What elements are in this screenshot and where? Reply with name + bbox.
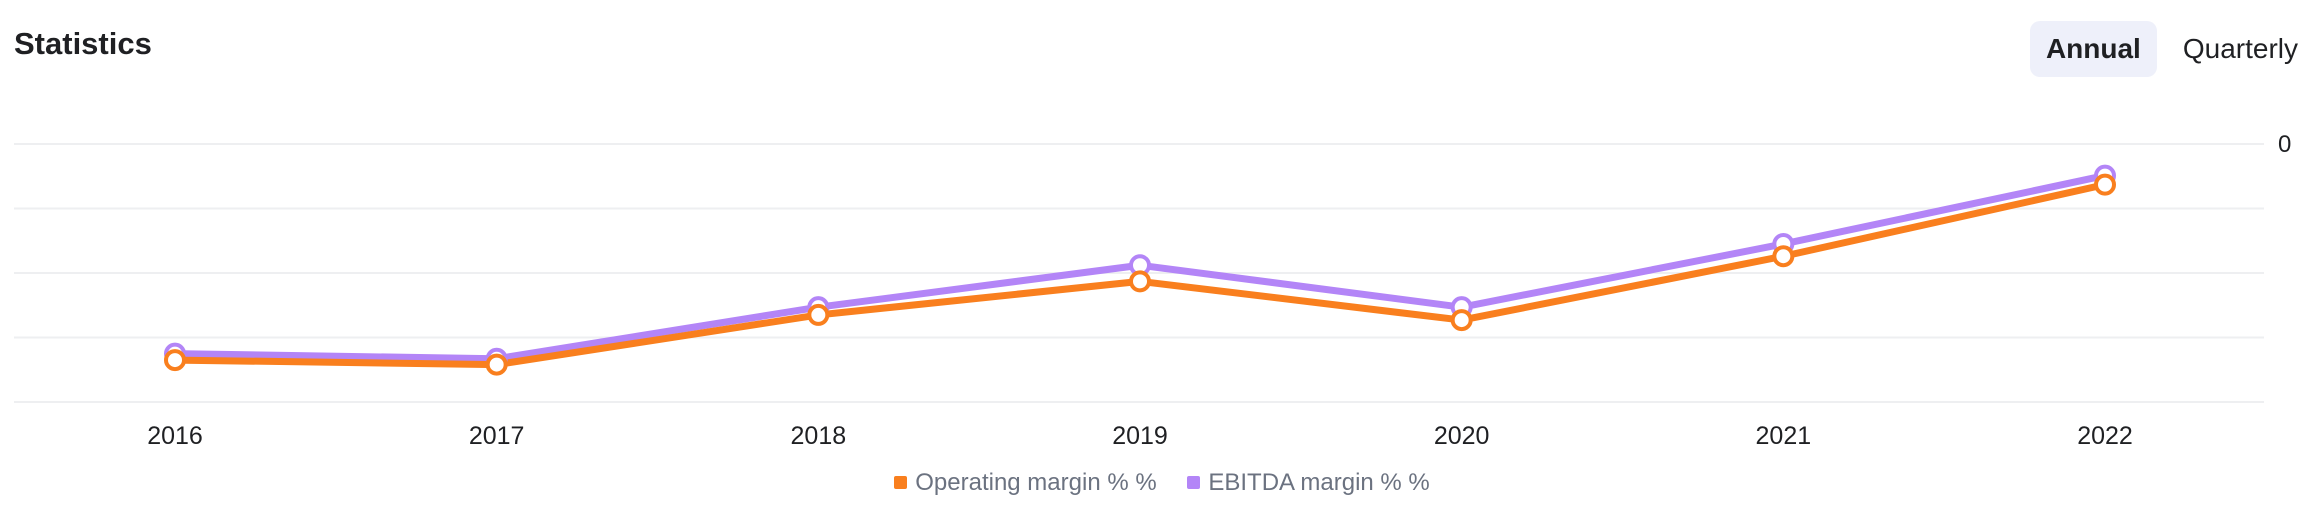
legend-item-operating-margin[interactable]: Operating margin % % — [894, 468, 1157, 497]
legend-item-ebitda-margin[interactable]: EBITDA margin % % — [1187, 468, 1430, 497]
data-point — [1450, 309, 1473, 332]
x-tick-label: 2022 — [2077, 422, 2133, 450]
x-tick-label: 2021 — [1756, 422, 1812, 450]
legend-swatch-operating-margin — [894, 476, 908, 489]
x-tick-label: 2018 — [791, 422, 847, 450]
line-chart: 0 2016 2017 2018 2019 2020 2021 2022 — [14, 131, 2291, 450]
page-title: Statistics — [14, 26, 152, 61]
legend-swatch-ebitda-margin — [1187, 476, 1201, 489]
x-tick-label: 2017 — [469, 422, 525, 450]
legend-label-ebitda-margin: EBITDA margin % % — [1208, 468, 1430, 496]
tab-quarterly[interactable]: Quarterly — [2182, 33, 2298, 64]
y-tick-label: 0 — [2278, 131, 2291, 158]
chart-legend: Operating margin % % EBITDA margin % % — [0, 468, 2324, 497]
data-point — [807, 303, 830, 326]
data-point — [1129, 270, 1151, 293]
legend-label-operating-margin: Operating margin % % — [915, 468, 1157, 496]
period-toggle: Annual Quarterly — [2029, 21, 2324, 77]
x-tick-label: 2020 — [1434, 422, 1490, 450]
data-point — [1772, 245, 1795, 268]
data-point — [2094, 173, 2116, 196]
data-point — [164, 349, 186, 372]
x-tick-label: 2019 — [1112, 422, 1168, 450]
tab-annual[interactable]: Annual — [2029, 21, 2157, 77]
x-tick-label: 2016 — [147, 422, 203, 450]
data-point — [485, 353, 508, 376]
